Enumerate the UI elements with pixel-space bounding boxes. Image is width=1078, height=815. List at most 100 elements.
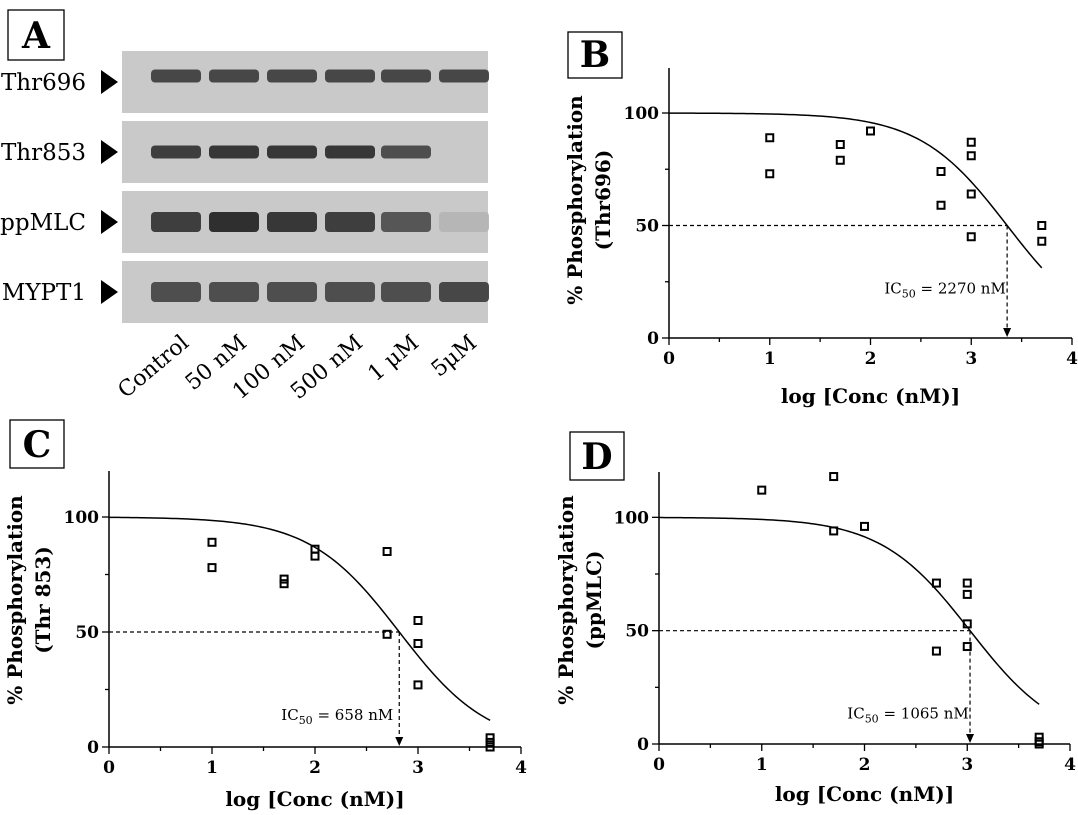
data-point bbox=[829, 472, 839, 482]
y-tick-label: 50 bbox=[635, 217, 659, 237]
blot-arrow-icon bbox=[101, 70, 118, 94]
blot-row-mypt1: MYPT1 bbox=[2, 261, 489, 323]
blot-arrow-icon bbox=[101, 140, 118, 164]
x-tick-label: 2 bbox=[859, 755, 871, 775]
data-point bbox=[962, 578, 972, 588]
x-axis-title: log [Conc (nM)] bbox=[781, 384, 960, 408]
data-point bbox=[962, 589, 972, 599]
y-tick-label: 100 bbox=[64, 508, 100, 528]
blot-row-ppmlc: ppMLC bbox=[0, 191, 489, 253]
data-point bbox=[931, 578, 941, 588]
data-point bbox=[1037, 221, 1047, 230]
blot-row-label: ppMLC bbox=[0, 210, 86, 236]
panel-letter-box bbox=[569, 431, 625, 481]
data-point bbox=[936, 200, 946, 210]
blot-row-label: MYPT1 bbox=[2, 280, 86, 306]
panel-a-letter: A bbox=[21, 15, 51, 57]
data-point bbox=[279, 574, 289, 584]
data-point bbox=[931, 646, 941, 656]
blot-band bbox=[267, 212, 317, 232]
panel-letter: B bbox=[580, 34, 610, 76]
data-point bbox=[1037, 236, 1047, 246]
x-tick-label: 1 bbox=[756, 755, 768, 775]
data-point bbox=[413, 680, 423, 690]
ic50-annotation: IC50 = 1065 nM bbox=[847, 705, 968, 726]
blot-band bbox=[381, 212, 431, 232]
x-tick-label: 3 bbox=[412, 758, 424, 778]
blot-band bbox=[209, 69, 259, 83]
y-tick-label: 50 bbox=[75, 623, 99, 643]
blot-band bbox=[151, 145, 201, 159]
y-axis-subtitle: (Thr696) bbox=[591, 150, 615, 251]
x-tick-label: 4 bbox=[515, 758, 527, 778]
blot-row-label: Thr853 bbox=[1, 140, 86, 166]
arrow-down-icon bbox=[395, 737, 404, 746]
panel-letter-box bbox=[9, 419, 65, 469]
y-axis-subtitle: (ppMLC) bbox=[582, 550, 606, 649]
blot-band bbox=[209, 212, 259, 232]
blot-band bbox=[381, 145, 431, 159]
y-tick-label: 50 bbox=[625, 622, 649, 642]
blot-row-label: Thr696 bbox=[1, 70, 86, 96]
y-axis-title: % Phosphorylation bbox=[563, 95, 587, 305]
y-tick-label: 0 bbox=[647, 329, 659, 349]
data-point bbox=[207, 537, 217, 547]
data-point bbox=[829, 526, 839, 536]
blot-band bbox=[439, 69, 489, 83]
y-tick-label: 0 bbox=[637, 735, 649, 755]
blot-band bbox=[325, 69, 375, 83]
y-axis-title: % Phosphorylation bbox=[554, 495, 578, 705]
x-tick-label: 0 bbox=[103, 758, 115, 778]
panel-letter-box bbox=[567, 31, 623, 79]
fit-curve bbox=[668, 112, 1043, 269]
panel-a-letter-box bbox=[7, 9, 65, 61]
blot-arrow-icon bbox=[101, 280, 118, 304]
data-point bbox=[835, 155, 845, 165]
blot-band bbox=[151, 212, 201, 232]
blot-rows: Thr696 Thr853 ppMLC MYPT1 bbox=[0, 51, 489, 323]
data-point bbox=[835, 140, 845, 149]
data-point bbox=[207, 563, 217, 573]
data-point bbox=[860, 521, 869, 531]
y-tick-label: 100 bbox=[624, 104, 660, 124]
blot-band bbox=[381, 282, 431, 302]
x-tick-label: 2 bbox=[865, 349, 877, 369]
data-point bbox=[765, 133, 775, 143]
arrow-down-icon bbox=[1003, 328, 1012, 337]
ic50-value: = 2270 nM bbox=[916, 280, 1006, 298]
blot-band bbox=[151, 282, 201, 302]
data-point bbox=[382, 629, 392, 639]
blot-band bbox=[439, 282, 489, 302]
x-axis-title: log [Conc (nM)] bbox=[775, 782, 954, 806]
fit-curve bbox=[108, 516, 491, 721]
blot-row-thr853: Thr853 bbox=[1, 121, 488, 183]
x-tick-label: 3 bbox=[961, 755, 973, 775]
data-point bbox=[966, 189, 976, 199]
ic50-value: = 658 nM bbox=[313, 706, 394, 724]
lane-label: 5μM bbox=[427, 330, 482, 382]
x-tick-label: 4 bbox=[1066, 349, 1078, 369]
data-point bbox=[966, 137, 976, 147]
data-point bbox=[485, 737, 495, 747]
ic50-annotation: IC50 = 658 nM bbox=[281, 706, 393, 727]
data-point bbox=[413, 639, 423, 648]
data-point bbox=[936, 167, 946, 176]
blot-band bbox=[381, 69, 431, 83]
blot-band bbox=[325, 212, 375, 232]
data-point bbox=[866, 126, 875, 136]
x-tick-label: 3 bbox=[965, 349, 977, 369]
blot-band bbox=[151, 69, 201, 83]
panel-b-chart: B 0 1 2 3 4 0 50 100 log [Conc (nM)] % Phosphoryla… bbox=[563, 31, 1078, 408]
x-tick-label: 1 bbox=[764, 349, 776, 369]
y-tick-label: 100 bbox=[614, 508, 650, 528]
blot-band bbox=[439, 212, 489, 232]
data-point bbox=[962, 619, 972, 629]
x-tick-label: 0 bbox=[653, 755, 665, 775]
blot-band bbox=[209, 282, 259, 302]
data-point bbox=[966, 232, 976, 242]
blot-band bbox=[325, 282, 375, 302]
ic50-value: = 1065 nM bbox=[879, 705, 969, 723]
data-point bbox=[310, 551, 320, 561]
